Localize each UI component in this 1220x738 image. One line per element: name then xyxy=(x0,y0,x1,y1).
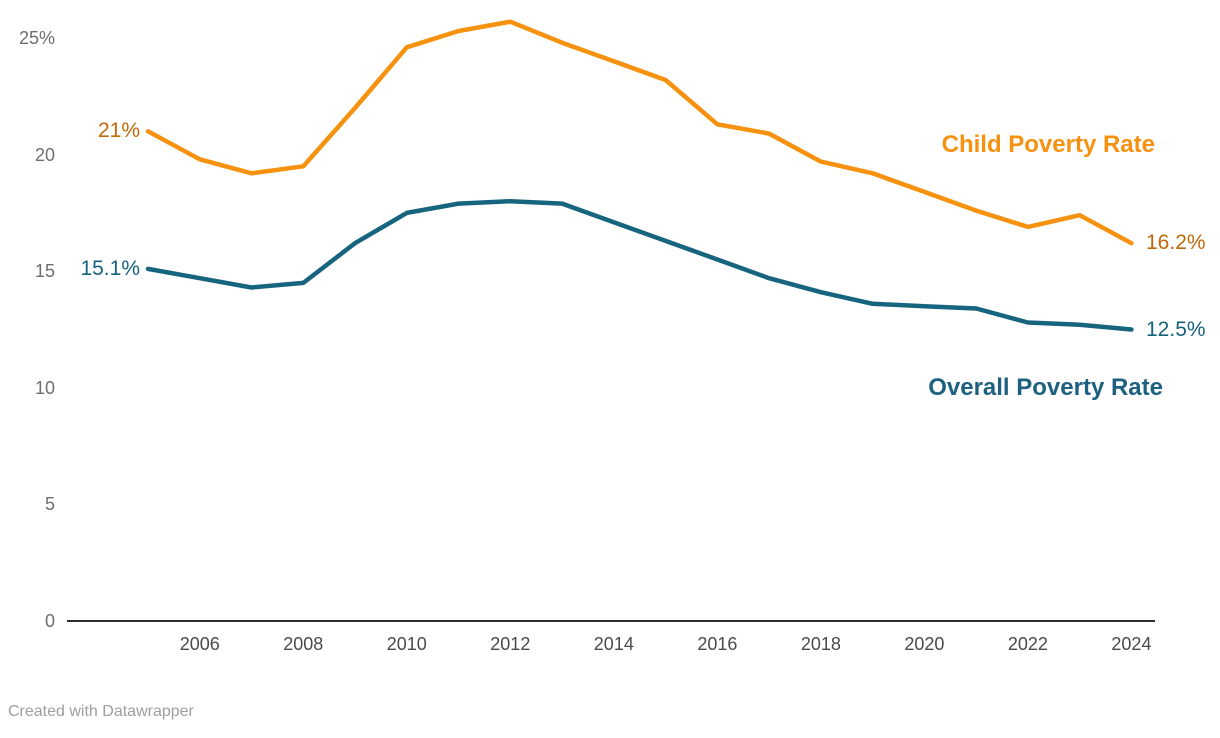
overall-series-start-value-label: 15.1% xyxy=(80,257,140,280)
x-axis-tick-label: 2020 xyxy=(904,634,945,654)
x-axis-tick-label: 2024 xyxy=(1111,634,1152,654)
child-poverty-rate-line xyxy=(145,19,1134,246)
y-axis-tick-label: 0 xyxy=(44,611,55,631)
x-axis-tick-label: 2012 xyxy=(490,634,531,654)
x-axis-tick-label: 2018 xyxy=(800,634,841,654)
x-axis-tick-label: 2016 xyxy=(697,634,738,654)
overall-series-legend-label: Overall Poverty Rate xyxy=(928,374,1163,401)
x-axis-tick-label: 2014 xyxy=(593,634,634,654)
y-axis-tick-label: 25% xyxy=(18,28,55,48)
x-axis-baseline xyxy=(67,620,1155,622)
child-series-legend-label: Child Poverty Rate xyxy=(941,131,1155,158)
x-axis-tick-label: 2010 xyxy=(386,634,427,654)
y-axis-tick-label: 10 xyxy=(34,377,55,398)
x-axis-tick-label: 2006 xyxy=(179,634,220,654)
y-axis-tick-label: 20 xyxy=(34,144,55,165)
x-axis-tick-label: 2008 xyxy=(283,634,324,654)
datawrapper-attribution-link[interactable]: Created with Datawrapper xyxy=(8,703,194,720)
child-series-start-value-label: 21% xyxy=(97,119,140,142)
y-axis-tick-label: 15 xyxy=(34,261,55,282)
y-axis-tick-label: 5 xyxy=(44,494,55,515)
child-series-end-value-label: 16.2% xyxy=(1146,231,1206,254)
overall-poverty-rate-line xyxy=(145,198,1134,332)
overall-series-end-value-label: 12.5% xyxy=(1146,318,1206,341)
x-axis-tick-label: 2022 xyxy=(1007,634,1048,654)
